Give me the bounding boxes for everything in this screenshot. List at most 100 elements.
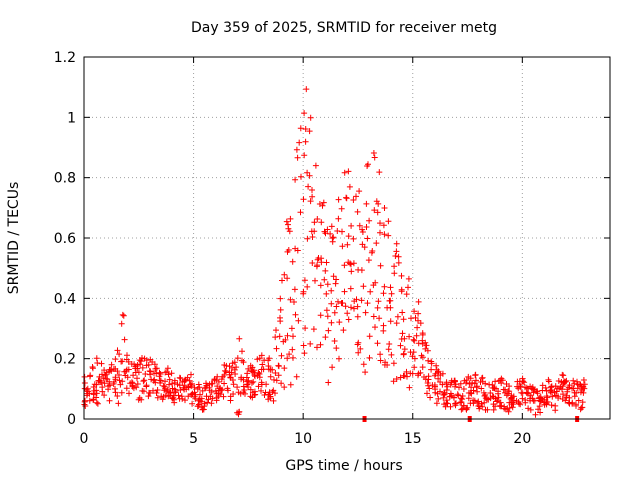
y-tick-label: 1 xyxy=(67,110,76,126)
data-point xyxy=(405,275,412,282)
data-point xyxy=(314,216,321,222)
data-point xyxy=(376,315,383,322)
data-point xyxy=(339,243,346,250)
data-point xyxy=(387,284,394,291)
data-point xyxy=(110,380,117,387)
data-point xyxy=(116,351,123,358)
data-point xyxy=(233,364,240,371)
data-point xyxy=(468,384,475,391)
data-point xyxy=(208,400,215,407)
data-point xyxy=(518,389,525,396)
data-point xyxy=(258,352,265,359)
data-point xyxy=(338,300,345,307)
data-point xyxy=(339,228,345,235)
data-point xyxy=(323,290,330,297)
data-point xyxy=(284,275,291,282)
data-point xyxy=(287,296,294,303)
data-point xyxy=(359,229,366,235)
data-point xyxy=(443,400,450,406)
data-point xyxy=(267,366,274,373)
data-point xyxy=(401,346,408,353)
data-point xyxy=(153,365,160,372)
data-point xyxy=(543,401,550,408)
data-point xyxy=(189,400,196,407)
data-point xyxy=(579,386,585,393)
data-point xyxy=(229,377,236,383)
data-point xyxy=(239,348,245,355)
data-point xyxy=(441,389,447,396)
data-point xyxy=(483,395,490,402)
data-point xyxy=(323,307,330,314)
data-point xyxy=(355,339,362,346)
data-point xyxy=(375,200,382,207)
data-point xyxy=(474,383,480,390)
data-point xyxy=(400,372,407,379)
data-point xyxy=(380,322,387,329)
data-point xyxy=(189,380,195,387)
data-point xyxy=(294,247,301,254)
data-point xyxy=(569,400,576,407)
data-point xyxy=(302,325,309,332)
data-point xyxy=(151,370,157,377)
data-point xyxy=(374,340,381,347)
data-point xyxy=(150,387,156,394)
data-point xyxy=(324,281,331,288)
data-point xyxy=(331,309,338,316)
y-tick-label: 0.8 xyxy=(54,171,76,187)
data-point xyxy=(543,393,550,400)
data-point xyxy=(296,139,303,146)
data-point xyxy=(388,351,395,358)
x-tick-label: 20 xyxy=(513,431,531,447)
data-point xyxy=(228,369,235,376)
data-point xyxy=(411,364,418,371)
data-point xyxy=(505,388,512,395)
data-point xyxy=(182,397,188,404)
data-point xyxy=(444,400,451,407)
data-point xyxy=(521,379,528,386)
data-point xyxy=(527,383,534,390)
data-point xyxy=(185,393,192,400)
data-point xyxy=(309,187,315,193)
data-point xyxy=(434,390,441,397)
data-point xyxy=(186,377,193,384)
data-point xyxy=(107,366,114,373)
data-point xyxy=(281,384,288,391)
data-point xyxy=(118,389,125,396)
data-point xyxy=(147,371,154,378)
data-point xyxy=(428,366,435,373)
data-point xyxy=(517,401,524,408)
data-point xyxy=(123,368,130,374)
data-point xyxy=(311,219,318,226)
data-point xyxy=(287,381,294,388)
data-point xyxy=(366,217,373,224)
data-point xyxy=(248,379,255,386)
data-point xyxy=(562,397,569,404)
data-point xyxy=(385,346,392,353)
data-point xyxy=(545,378,552,385)
data-point xyxy=(363,224,370,230)
data-point xyxy=(166,376,173,383)
data-point xyxy=(346,183,353,190)
data-point xyxy=(466,380,473,387)
data-point xyxy=(283,218,290,225)
data-point xyxy=(465,390,472,396)
data-point xyxy=(277,306,284,313)
data-point xyxy=(423,342,430,349)
data-point xyxy=(427,394,434,401)
data-point xyxy=(300,288,307,295)
data-point xyxy=(411,308,418,315)
x-axis-label: GPS time / hours xyxy=(285,458,402,474)
data-point xyxy=(413,332,420,339)
data-point xyxy=(424,390,430,397)
data-point xyxy=(294,154,301,161)
data-point xyxy=(580,389,587,396)
data-point xyxy=(360,283,367,290)
data-point xyxy=(348,304,354,311)
data-point xyxy=(366,354,373,361)
data-point xyxy=(478,400,485,407)
data-point xyxy=(102,371,109,378)
data-point xyxy=(473,377,479,384)
data-point xyxy=(419,354,426,361)
data-point xyxy=(335,215,342,222)
data-point xyxy=(292,311,299,318)
